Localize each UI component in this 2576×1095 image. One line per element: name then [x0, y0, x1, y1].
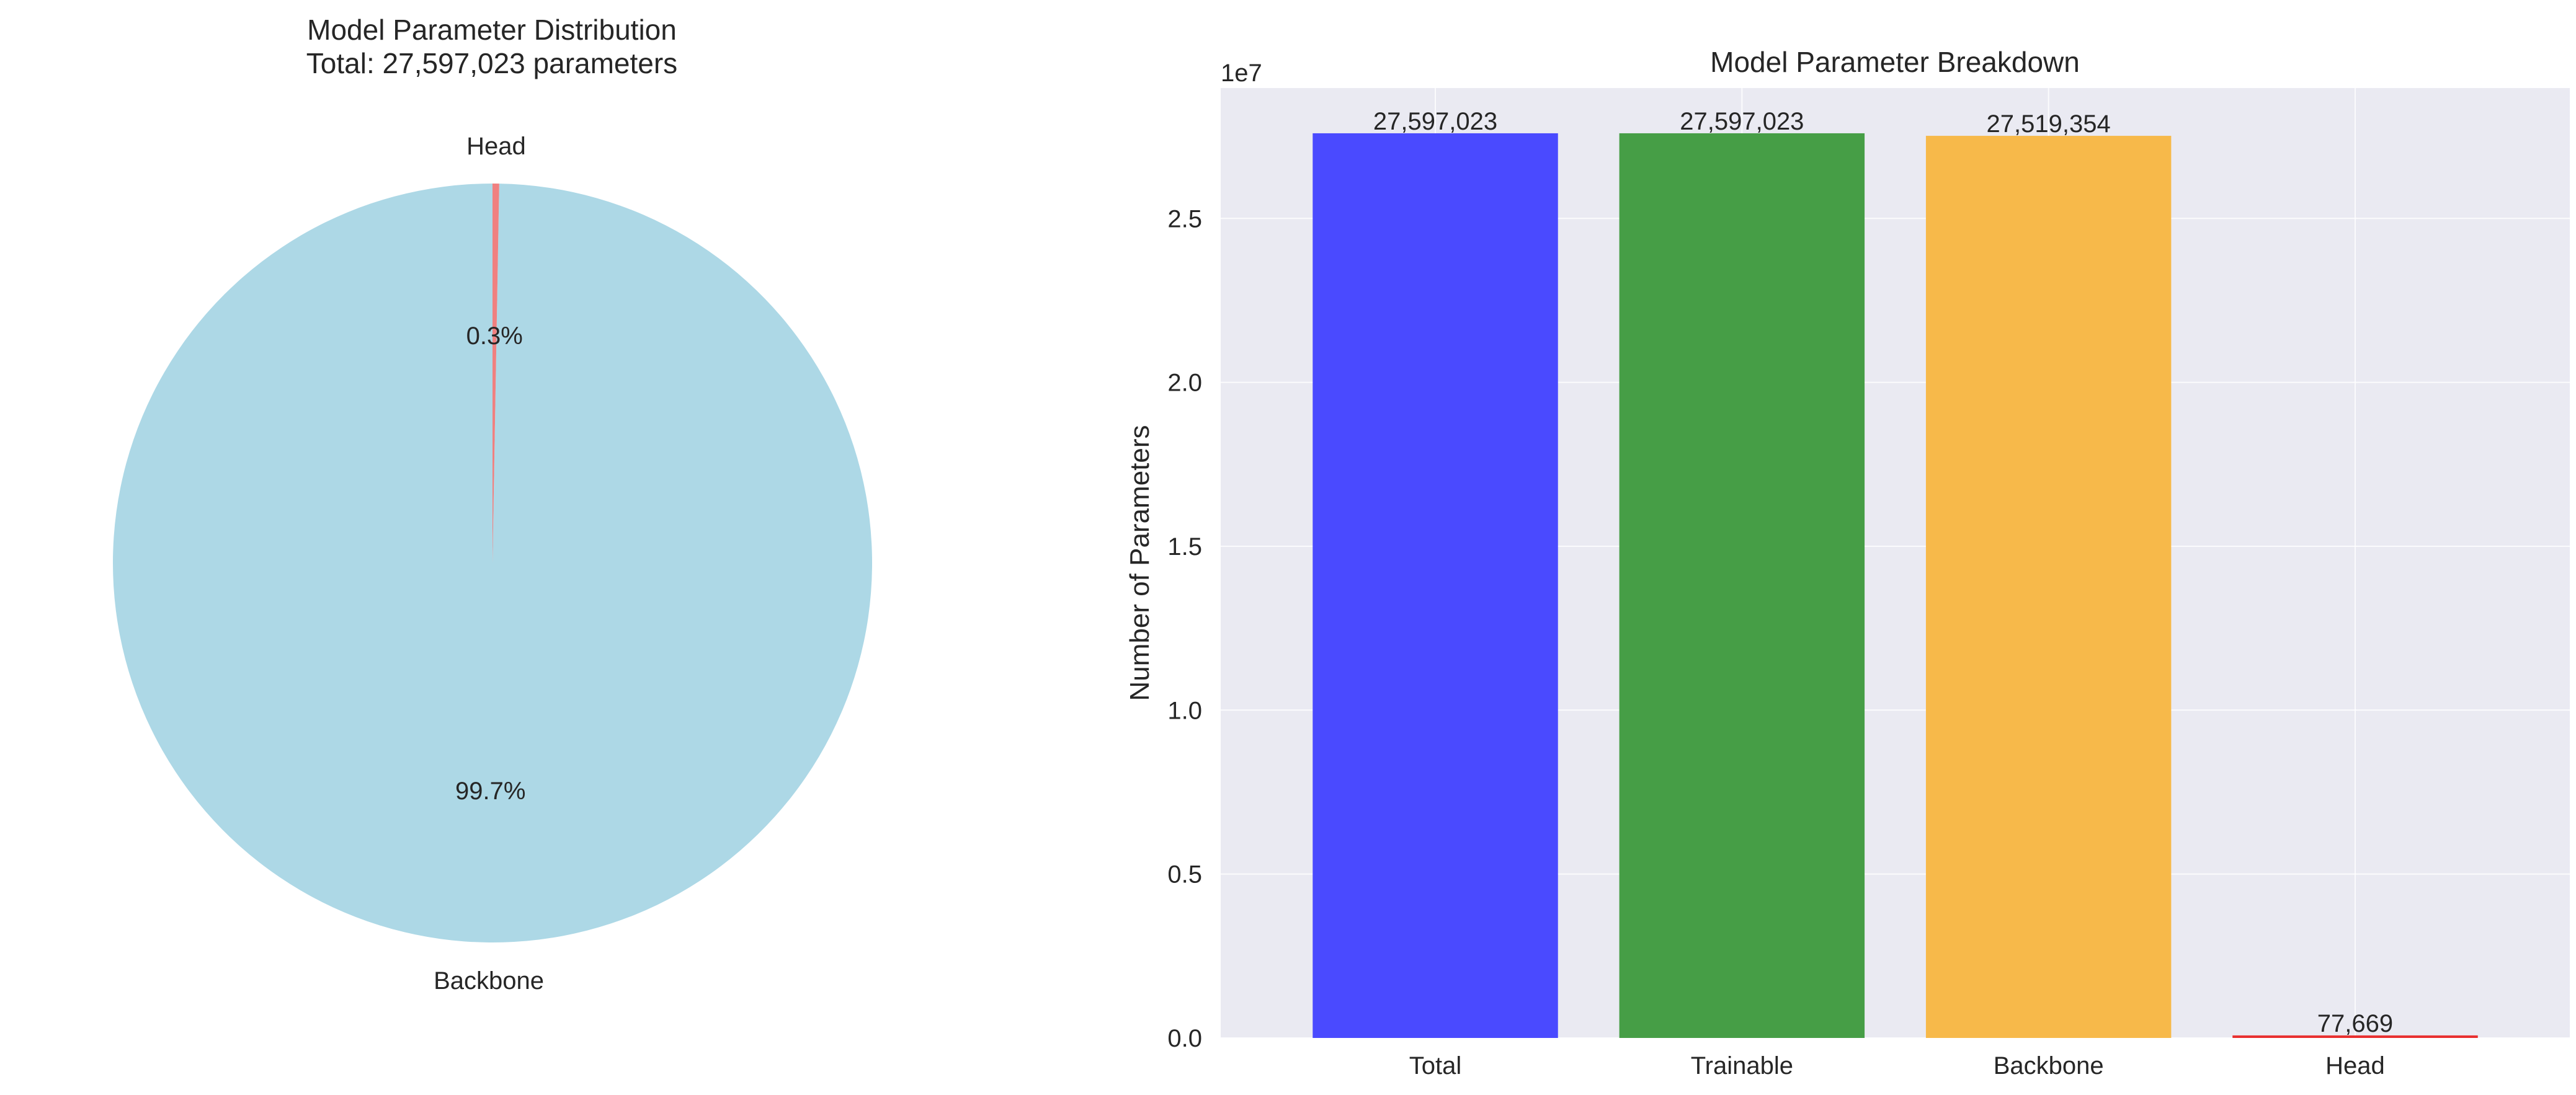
bar-series [1313, 133, 2478, 1038]
bar-value-label-backbone: 27,519,354 [1987, 110, 2111, 138]
y-tick-label: 2.5 [1167, 205, 1202, 233]
bar-head [2232, 1035, 2478, 1038]
pie-category-label-backbone: Backbone [434, 967, 544, 995]
bar-value-label-trainable: 27,597,023 [1680, 108, 1804, 135]
bar-backbone [1925, 136, 2172, 1038]
pie-chart-title: Model Parameter Distribution [307, 14, 677, 46]
pie-slices [113, 184, 873, 942]
bar-value-label-head: 77,669 [2317, 1010, 2393, 1037]
bar-total [1313, 133, 1558, 1038]
pie-chart-subtitle: Total: 27,597,023 parameters [306, 47, 677, 79]
y-tick-label: 0.5 [1167, 861, 1202, 889]
y-tick-label: 2.0 [1167, 370, 1202, 397]
bar-chart-panel: 27,597,023 27,597,023 27,519,354 77,669 0.0… [1125, 46, 2570, 1079]
bar-value-labels: 27,597,023 27,597,023 27,519,354 77,669 [1373, 108, 2393, 1037]
x-tick-label-backbone: Backbone [1994, 1052, 2104, 1079]
bar-trainable [1619, 133, 1865, 1038]
bar-chart-title: Model Parameter Breakdown [1710, 46, 2080, 78]
pie-pct-label-head: 0.3% [466, 322, 523, 350]
pie-slice-head [492, 184, 499, 563]
y-axis-offset-label: 1e7 [1221, 60, 1262, 87]
pie-slice-backbone [113, 184, 873, 942]
x-tick-labels: Total Trainable Backbone Head [1409, 1052, 2385, 1079]
pie-category-label-head: Head [466, 133, 526, 160]
pie-pct-label-backbone: 99.7% [455, 778, 525, 805]
x-tick-label-trainable: Trainable [1691, 1052, 1793, 1079]
x-tick-label-total: Total [1409, 1052, 1462, 1079]
y-tick-label: 0.0 [1167, 1025, 1202, 1052]
y-tick-labels: 0.0 0.5 1.0 1.5 2.0 2.5 [1167, 205, 1202, 1052]
pie-chart-panel: Model Parameter Distribution Total: 27,5… [113, 14, 873, 995]
x-tick-label-head: Head [2325, 1052, 2385, 1079]
bar-value-label-total: 27,597,023 [1373, 108, 1497, 135]
y-axis-label: Number of Parameters [1125, 425, 1155, 701]
y-tick-label: 1.0 [1167, 697, 1202, 724]
y-tick-label: 1.5 [1167, 533, 1202, 561]
pie-labels: 99.7% Backbone 0.3% Head [434, 133, 544, 995]
